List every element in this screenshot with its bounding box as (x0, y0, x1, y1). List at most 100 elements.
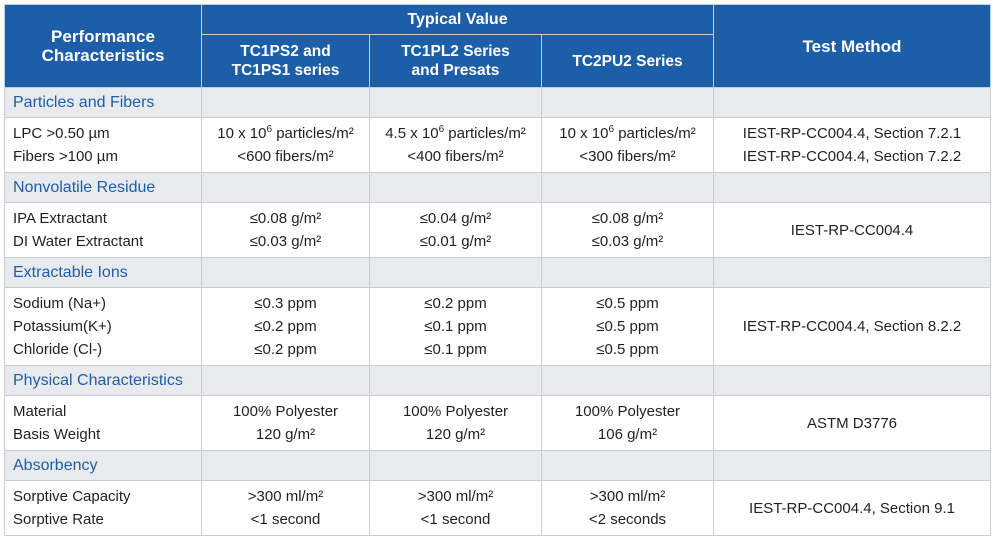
data-row-absorbency: Sorptive Capacity Sorptive Rate >300 ml/m²… (4, 480, 991, 536)
test-method-cell: IEST-RP-CC004.4, Section 8.2.2 (713, 287, 991, 366)
test-method-cell: IEST-RP-CC004.4 (713, 202, 991, 258)
value-line: ≤0.08 g/m² (591, 210, 664, 227)
test-method: IEST-RP-CC004.4, Section 7.2.1 (742, 125, 962, 142)
value-line: ≤0.1 ppm (424, 318, 487, 335)
section-filler-cell (201, 87, 370, 118)
section-filler-cell (541, 450, 714, 481)
section-filler-cell (369, 87, 542, 118)
value-line: ≤0.5 ppm (596, 295, 659, 312)
characteristic-name: Material (13, 403, 67, 420)
data-row-particles-and-fibers: LPC >0.50 µm Fibers >100 µm 10 x 106 parti… (4, 117, 991, 173)
section-filler-cell (713, 172, 991, 203)
data-row-extractable-ions: Sodium (Na+) Potassium(K+) Chloride (Cl-) ≤… (4, 287, 991, 366)
value-line: ≤0.01 g/m² (419, 233, 492, 250)
header-test-method: Test Method (713, 4, 991, 88)
test-method: IEST-RP-CC004.4, Section 7.2.2 (742, 148, 962, 165)
characteristic-name: Sorptive Rate (13, 511, 104, 528)
value-line: >300 ml/m² (247, 488, 324, 505)
header-product-2: TC1PL2 Series and Presats (369, 34, 542, 88)
value-line: >300 ml/m² (589, 488, 666, 505)
value-cell-product-1: ≤0.08 g/m² ≤0.03 g/m² (201, 202, 370, 258)
characteristic-names: IPA Extractant DI Water Extractant (4, 202, 202, 258)
value-line: ≤0.2 ppm (424, 295, 487, 312)
value-cell-product-2: 100% Polyester 120 g/m² (369, 395, 542, 451)
value-line: <400 fibers/m² (407, 148, 504, 165)
value-cell-product-2: >300 ml/m² <1 second (369, 480, 542, 536)
section-row-particles-and-fibers: Particles and Fibers (4, 87, 991, 118)
header-performance-characteristics: Performance Characteristics (4, 4, 202, 88)
section-filler-cell (369, 365, 542, 396)
section-filler-cell (201, 450, 370, 481)
value-line: 10 x 106 particles/m² (217, 124, 354, 143)
value-line: ≤0.5 ppm (596, 318, 659, 335)
value-line: ≤0.2 ppm (254, 341, 317, 358)
value-cell-product-2: ≤0.2 ppm ≤0.1 ppm ≤0.1 ppm (369, 287, 542, 366)
value-cell-product-3: 10 x 106 particles/m² <300 fibers/m² (541, 117, 714, 173)
characteristic-name: Basis Weight (13, 426, 101, 443)
characteristic-name: IPA Extractant (13, 210, 107, 227)
value-cell-product-3: ≤0.5 ppm ≤0.5 ppm ≤0.5 ppm (541, 287, 714, 366)
section-title: Particles and Fibers (4, 87, 202, 118)
value-line: ≤0.5 ppm (596, 341, 659, 358)
value-cell-product-1: 100% Polyester 120 g/m² (201, 395, 370, 451)
section-filler-cell (369, 172, 542, 203)
value-line: 10 x 106 particles/m² (559, 124, 696, 143)
section-filler-cell (541, 172, 714, 203)
characteristic-name: DI Water Extractant (13, 233, 144, 250)
value-line: <1 second (250, 511, 321, 528)
header-product-3: TC2PU2 Series (541, 34, 714, 88)
value-line: <2 seconds (588, 511, 667, 528)
value-cell-product-1: >300 ml/m² <1 second (201, 480, 370, 536)
characteristic-name: Sorptive Capacity (13, 488, 131, 505)
section-filler-cell (541, 257, 714, 288)
value-cell-product-3: ≤0.08 g/m² ≤0.03 g/m² (541, 202, 714, 258)
test-method-cell: ASTM D3776 (713, 395, 991, 451)
table-body: Particles and Fibers LPC >0.50 µm Fibers >… (4, 87, 991, 536)
value-line: ≤0.2 ppm (254, 318, 317, 335)
section-title: Extractable Ions (4, 257, 202, 288)
section-filler-cell (541, 87, 714, 118)
value-line: 4.5 x 106 particles/m² (385, 124, 526, 143)
section-filler-cell (713, 87, 991, 118)
value-line: 100% Polyester (574, 403, 681, 420)
value-cell-product-2: 4.5 x 106 particles/m² <400 fibers/m² (369, 117, 542, 173)
value-cell-product-3: 100% Polyester 106 g/m² (541, 395, 714, 451)
data-row-nonvolatile-residue: IPA Extractant DI Water Extractant ≤0.08 g… (4, 202, 991, 258)
header-product-1: TC1PS2 and TC1PS1 series (201, 34, 370, 88)
characteristic-name: Potassium(K+) (13, 318, 112, 335)
value-line: 106 g/m² (597, 426, 658, 443)
section-row-physical-characteristics: Physical Characteristics (4, 365, 991, 396)
section-filler-cell (713, 365, 991, 396)
value-line: 120 g/m² (425, 426, 486, 443)
section-filler-cell (713, 450, 991, 481)
test-method: IEST-RP-CC004.4, Section 9.1 (749, 499, 955, 517)
section-row-nonvolatile-residue: Nonvolatile Residue (4, 172, 991, 203)
value-line: >300 ml/m² (417, 488, 494, 505)
section-row-extractable-ions: Extractable Ions (4, 257, 991, 288)
header-product-columns: TC1PS2 and TC1PS1 series TC1PL2 Series and … (5, 34, 991, 88)
value-line: 100% Polyester (232, 403, 339, 420)
section-filler-cell (369, 257, 542, 288)
value-line: ≤0.1 ppm (424, 341, 487, 358)
value-line: 120 g/m² (255, 426, 316, 443)
section-filler-cell (201, 257, 370, 288)
value-line: ≤0.08 g/m² (249, 210, 322, 227)
section-title: Physical Characteristics (4, 365, 202, 396)
test-method-cell: IEST-RP-CC004.4, Section 7.2.1 IEST-RP-CC… (713, 117, 991, 173)
value-line: <300 fibers/m² (579, 148, 676, 165)
table-header: Performance Characteristics Typical Valu… (4, 3, 991, 88)
characteristic-name: Sodium (Na+) (13, 295, 106, 312)
section-filler-cell (201, 172, 370, 203)
value-cell-product-1: 10 x 106 particles/m² <600 fibers/m² (201, 117, 370, 173)
value-line: <600 fibers/m² (237, 148, 334, 165)
characteristic-name: Chloride (Cl-) (13, 341, 103, 358)
characteristic-names: Sodium (Na+) Potassium(K+) Chloride (Cl-) (4, 287, 202, 366)
value-cell-product-3: >300 ml/m² <2 seconds (541, 480, 714, 536)
section-filler-cell (541, 365, 714, 396)
characteristic-names: Material Basis Weight (4, 395, 202, 451)
test-method: ASTM D3776 (806, 414, 898, 432)
value-cell-product-2: ≤0.04 g/m² ≤0.01 g/m² (369, 202, 542, 258)
test-method: IEST-RP-CC004.4 (790, 221, 914, 239)
section-title: Nonvolatile Residue (4, 172, 202, 203)
